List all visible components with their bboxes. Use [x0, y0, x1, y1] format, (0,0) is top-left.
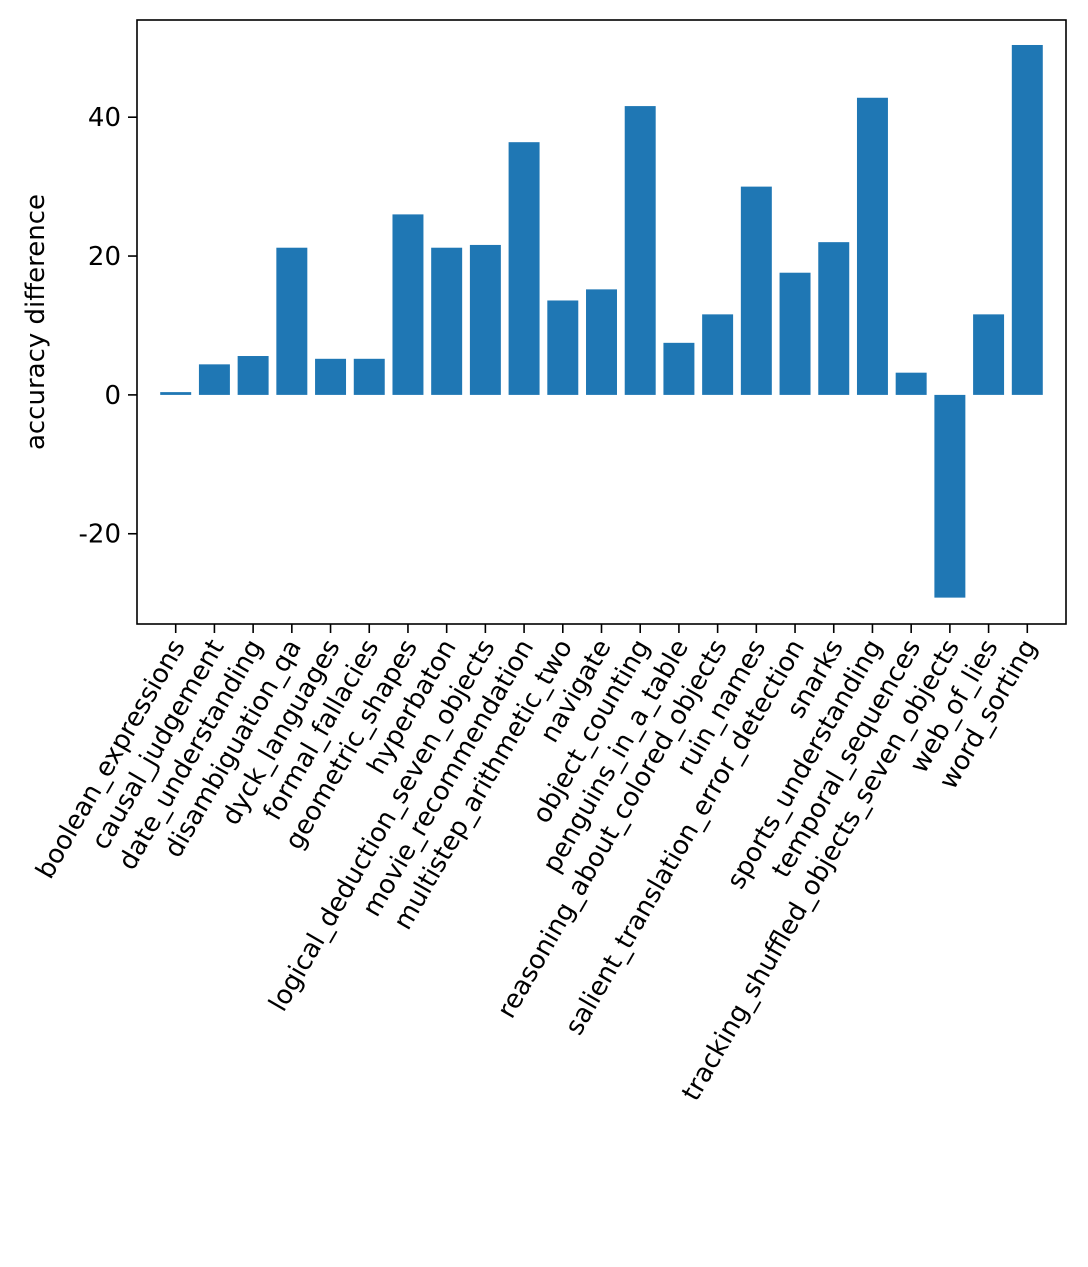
plot-frame	[136, 19, 1067, 625]
bar-object-counting	[624, 106, 656, 395]
bar-web-of-lies	[973, 314, 1005, 395]
bar-tracking-shuffled-objects-seven-objects	[934, 394, 966, 598]
bar-causal-judgement	[198, 364, 230, 395]
bar-temporal-sequences	[895, 372, 927, 395]
bar-salient-translation-error-detection	[779, 272, 811, 395]
bar-multistep-arithmetic-two	[547, 300, 579, 395]
bar-ruin-names	[740, 186, 772, 395]
bar-disambiguation-qa	[276, 247, 308, 395]
bar-geometric-shapes	[392, 214, 424, 395]
bar-movie-recommendation	[508, 142, 540, 395]
y-tick-label: 0	[104, 381, 121, 411]
bar-sports-understanding	[856, 97, 888, 395]
y-axis: -20 0 20 40	[79, 103, 137, 550]
bars-group	[160, 44, 1043, 598]
bar-dyck-languages	[315, 358, 347, 395]
bar-formal-fallacies	[353, 358, 385, 395]
y-tick-label: 40	[88, 103, 121, 133]
bar-penguins-in-a-table	[663, 342, 695, 395]
bar-hyperbaton	[431, 247, 463, 395]
y-axis-label: accuracy difference	[21, 194, 51, 450]
bar-snarks	[818, 242, 850, 395]
y-tick-label: 20	[88, 242, 121, 272]
bar-date-understanding	[237, 356, 269, 395]
bar-reasoning-about-colored-objects	[702, 314, 734, 395]
bar-boolean-expressions	[160, 392, 192, 395]
bar-logical-deduction-seven-objects	[469, 244, 501, 395]
bar-navigate	[586, 289, 617, 395]
y-tick-label: -20	[79, 520, 121, 550]
bar-word-sorting	[1011, 44, 1043, 395]
